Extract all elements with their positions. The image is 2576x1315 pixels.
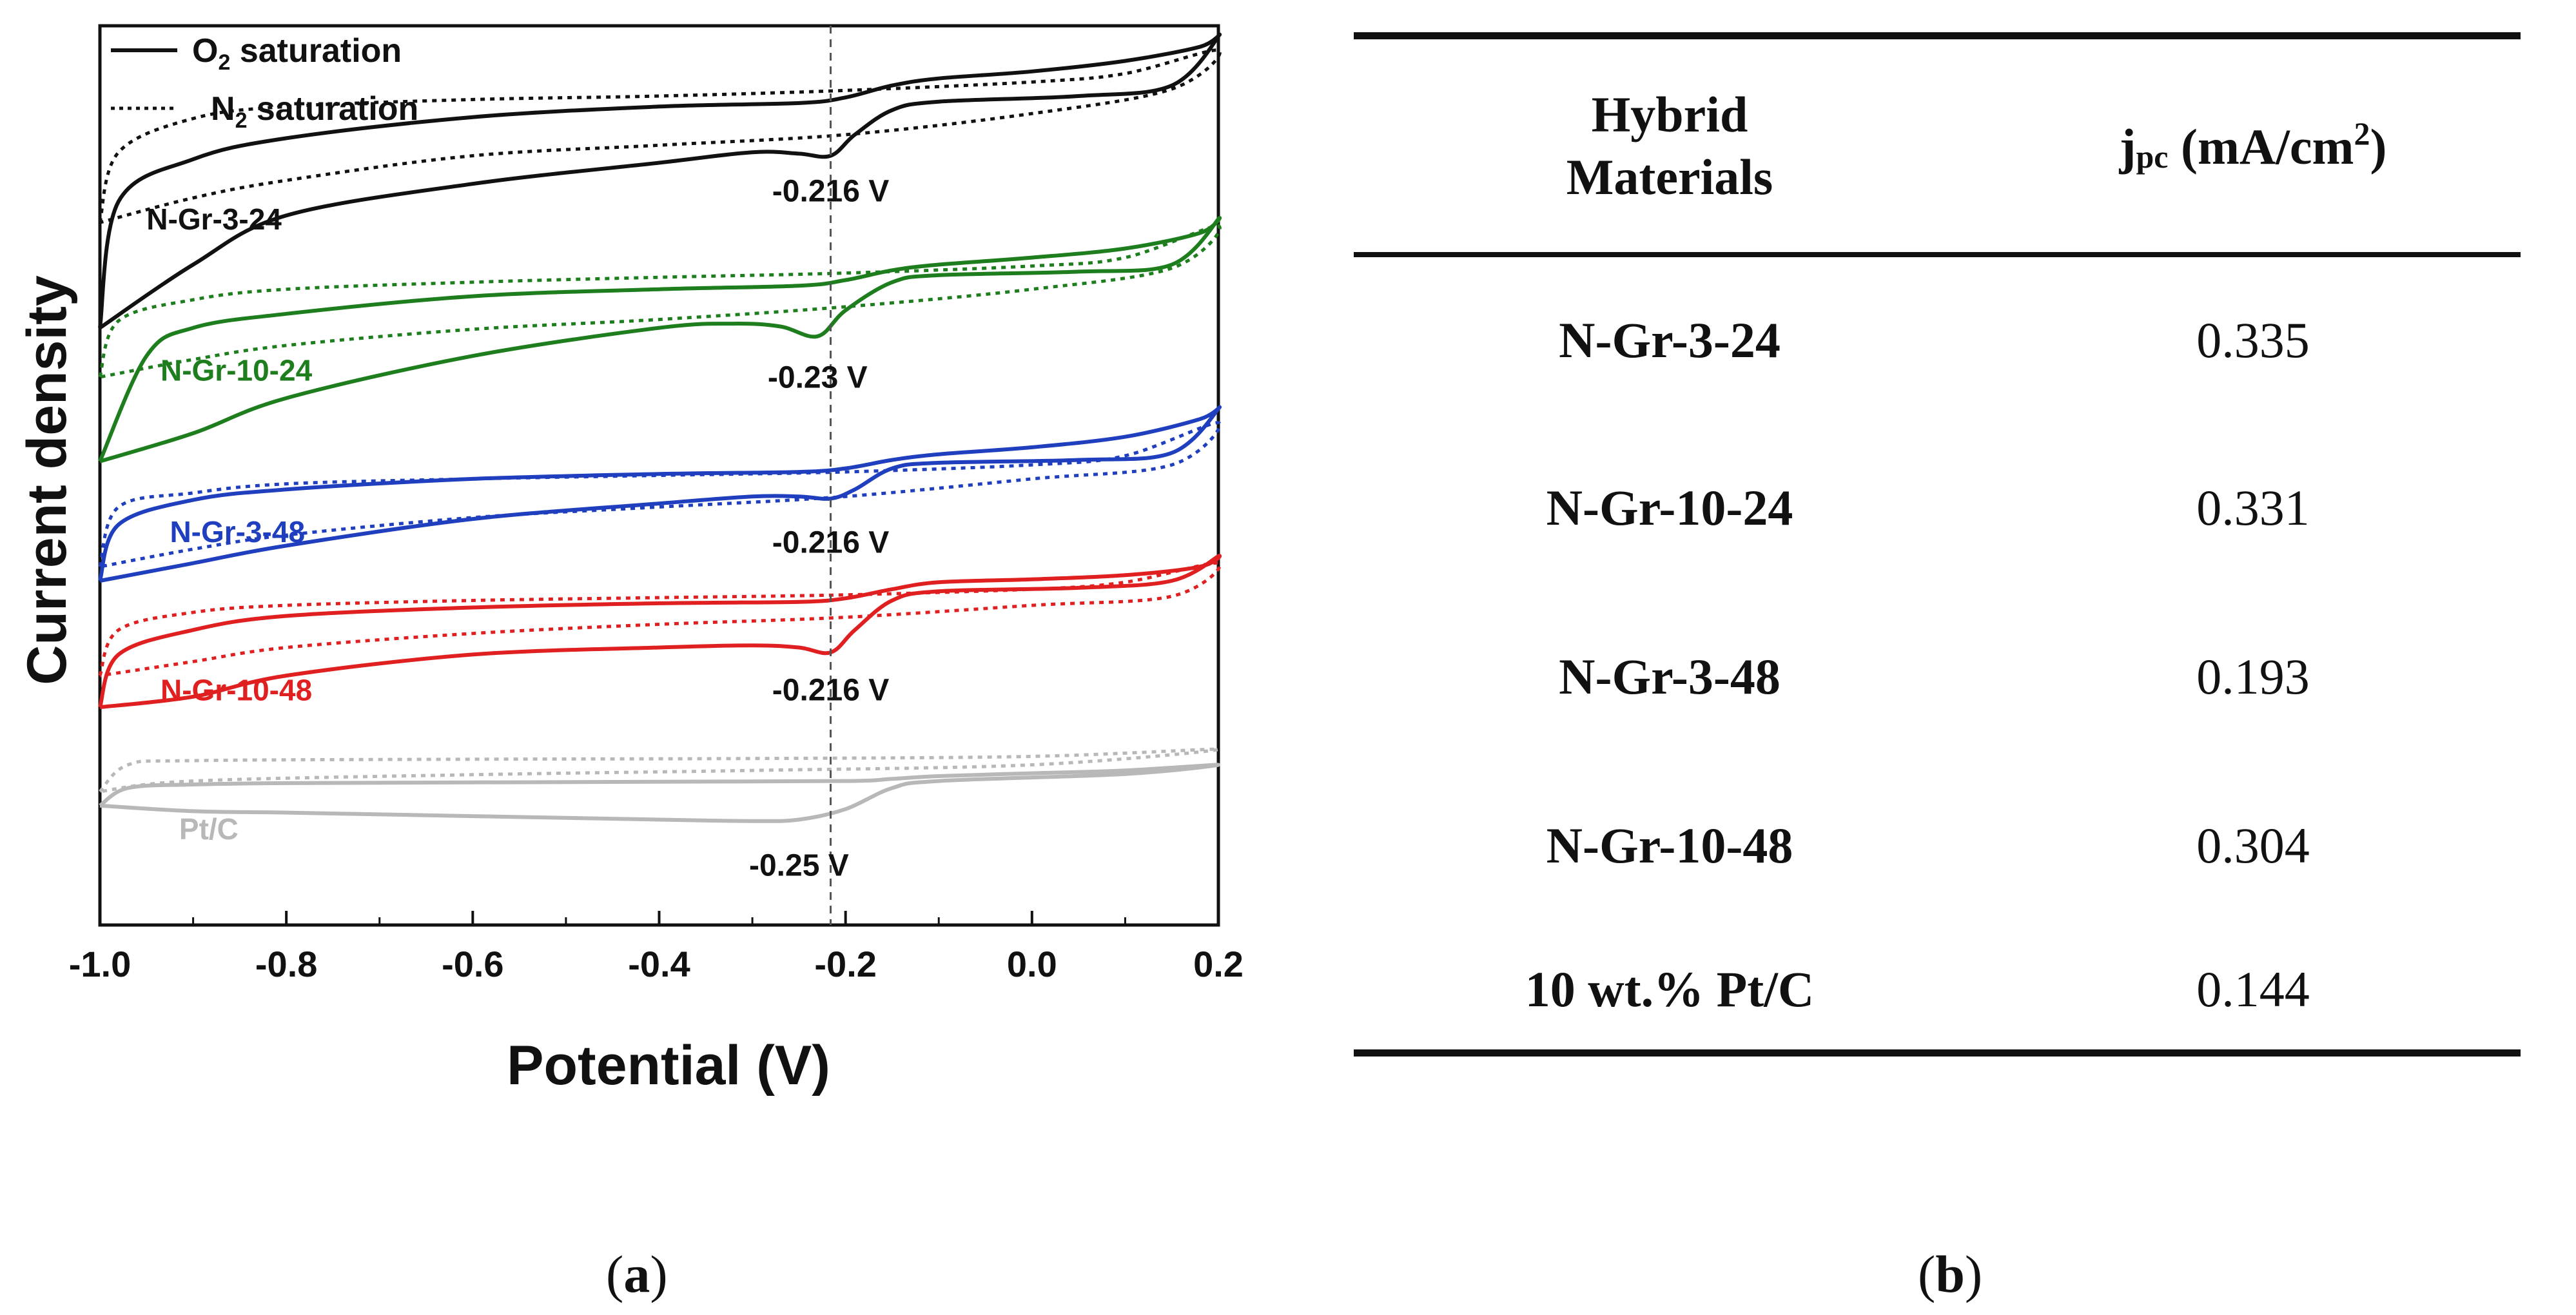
header-unit-superscript: 2 [2354,115,2370,151]
legend-label-o2: O2 saturation [192,32,402,75]
header-unit-b: ) [2370,118,2387,175]
table-row: N-Gr-10-24 0.331 [1354,424,2521,592]
x-tick-label: -0.2 [814,944,877,984]
peak-label-n-gr-3-48: -0.216 V [772,525,889,560]
series-label-n-gr-10-48: N-Gr-10-48 [161,673,312,706]
material-name: N-Gr-3-24 [1559,312,1781,368]
pt-c-o2-curve [99,763,1220,823]
table-header-row: Hybrid Materials jpc (mA/cm2) [1354,35,2521,255]
cv-curves [98,32,1222,823]
series-label-pt-c: Pt/C [179,812,239,846]
series-label-n-gr-10-24: N-Gr-10-24 [161,353,313,387]
x-axis-label: Potential (V) [507,1035,830,1096]
y-axis-label: Current density [16,275,78,685]
pt-c-n2-curve [99,747,1220,794]
x-axis-ticks: -1.0 -0.8 -0.6 -0.4 -0.2 0.0 0.2 [69,911,1244,984]
n-gr-10-48-o2-curve [98,554,1222,710]
table-row: N-Gr-3-48 0.193 [1354,592,2521,761]
table-row: N-Gr-3-24 0.335 [1354,255,2521,424]
results-table: Hybrid Materials jpc (mA/cm2) N-Gr-3-24 0… [1354,32,2521,1057]
n-gr-10-24-o2-curve [98,215,1222,463]
table-row: N-Gr-10-48 0.304 [1354,761,2521,930]
x-tick-label: -0.8 [255,944,318,984]
jpc-value: 0.331 [2196,480,2310,536]
caption-b: (b) [1918,1245,1983,1303]
jpc-value: 0.193 [2196,648,2310,705]
table-row: 10 wt.% Pt/C 0.144 [1354,930,2521,1053]
header-j: j [2119,118,2136,175]
n-gr-3-48-o2-curve [98,405,1222,583]
series-label-n-gr-3-24: N-Gr-3-24 [146,202,282,236]
caption-a: (a) [606,1245,668,1303]
x-tick-label: -0.6 [442,944,504,984]
series-labels: N-Gr-3-24 N-Gr-10-24 N-Gr-3-48 N-Gr-10-48 Pt… [146,202,312,846]
jpc-value: 0.144 [2196,961,2310,1018]
x-tick-label: -0.4 [628,944,690,984]
legend: O2 saturation N2 saturation [111,32,418,133]
material-name: N-Gr-10-48 [1546,817,1793,873]
material-name: 10 wt.% Pt/C [1525,961,1815,1018]
peak-labels: -0.216 V -0.23 V -0.216 V -0.216 V -0.25 V [749,174,889,882]
x-tick-label: 0.0 [1007,944,1057,984]
x-tick-label: -1.0 [69,944,132,984]
header-jpc: jpc (mA/cm2) [1986,36,2521,255]
material-name: N-Gr-3-48 [1559,648,1781,705]
peak-label-pt-c: -0.25 V [749,849,849,883]
n-gr-3-24-n2-curve [98,48,1222,224]
jpc-value: 0.335 [2196,312,2310,368]
peak-label-n-gr-3-24: -0.216 V [772,174,889,208]
legend-label-n2: N2 saturation [211,90,418,133]
series-label-n-gr-3-48: N-Gr-3-48 [170,515,305,549]
n-gr-3-24-o2-curve [98,32,1222,330]
peak-label-n-gr-10-48: -0.216 V [772,673,889,707]
header-hybrid-materials: Hybrid Materials [1566,86,1773,206]
jpc-value: 0.304 [2196,817,2310,873]
x-tick-label: 0.2 [1193,944,1244,984]
peak-label-n-gr-10-24: -0.23 V [768,360,868,394]
header-unit-a: (mA/cm [2168,118,2354,175]
header-pc-subscript: pc [2136,138,2169,175]
material-name: N-Gr-10-24 [1546,480,1793,536]
